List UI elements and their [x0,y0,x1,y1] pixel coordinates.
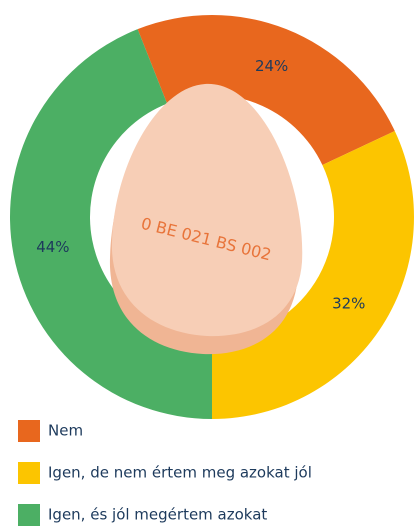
donut [10,15,414,419]
slice [212,130,414,419]
value-label: 32% [332,294,365,312]
slice [10,29,212,419]
legend-swatch [18,504,40,526]
slice [137,15,395,166]
legend-swatch [18,462,40,484]
value-label: 44% [36,238,69,256]
legend: Nem Igen, de nem értem meg azokat jól Igen… [18,420,312,526]
legend-label: Nem [48,422,83,440]
legend-label: Igen, és jól megértem azokat [48,506,267,524]
legend-swatch [18,420,40,442]
value-label: 24% [255,57,288,75]
egg-body [111,83,303,337]
legend-label: Igen, de nem értem meg azokat jól [48,464,312,482]
egg: 0 BE 021 BS 002 [109,83,303,355]
